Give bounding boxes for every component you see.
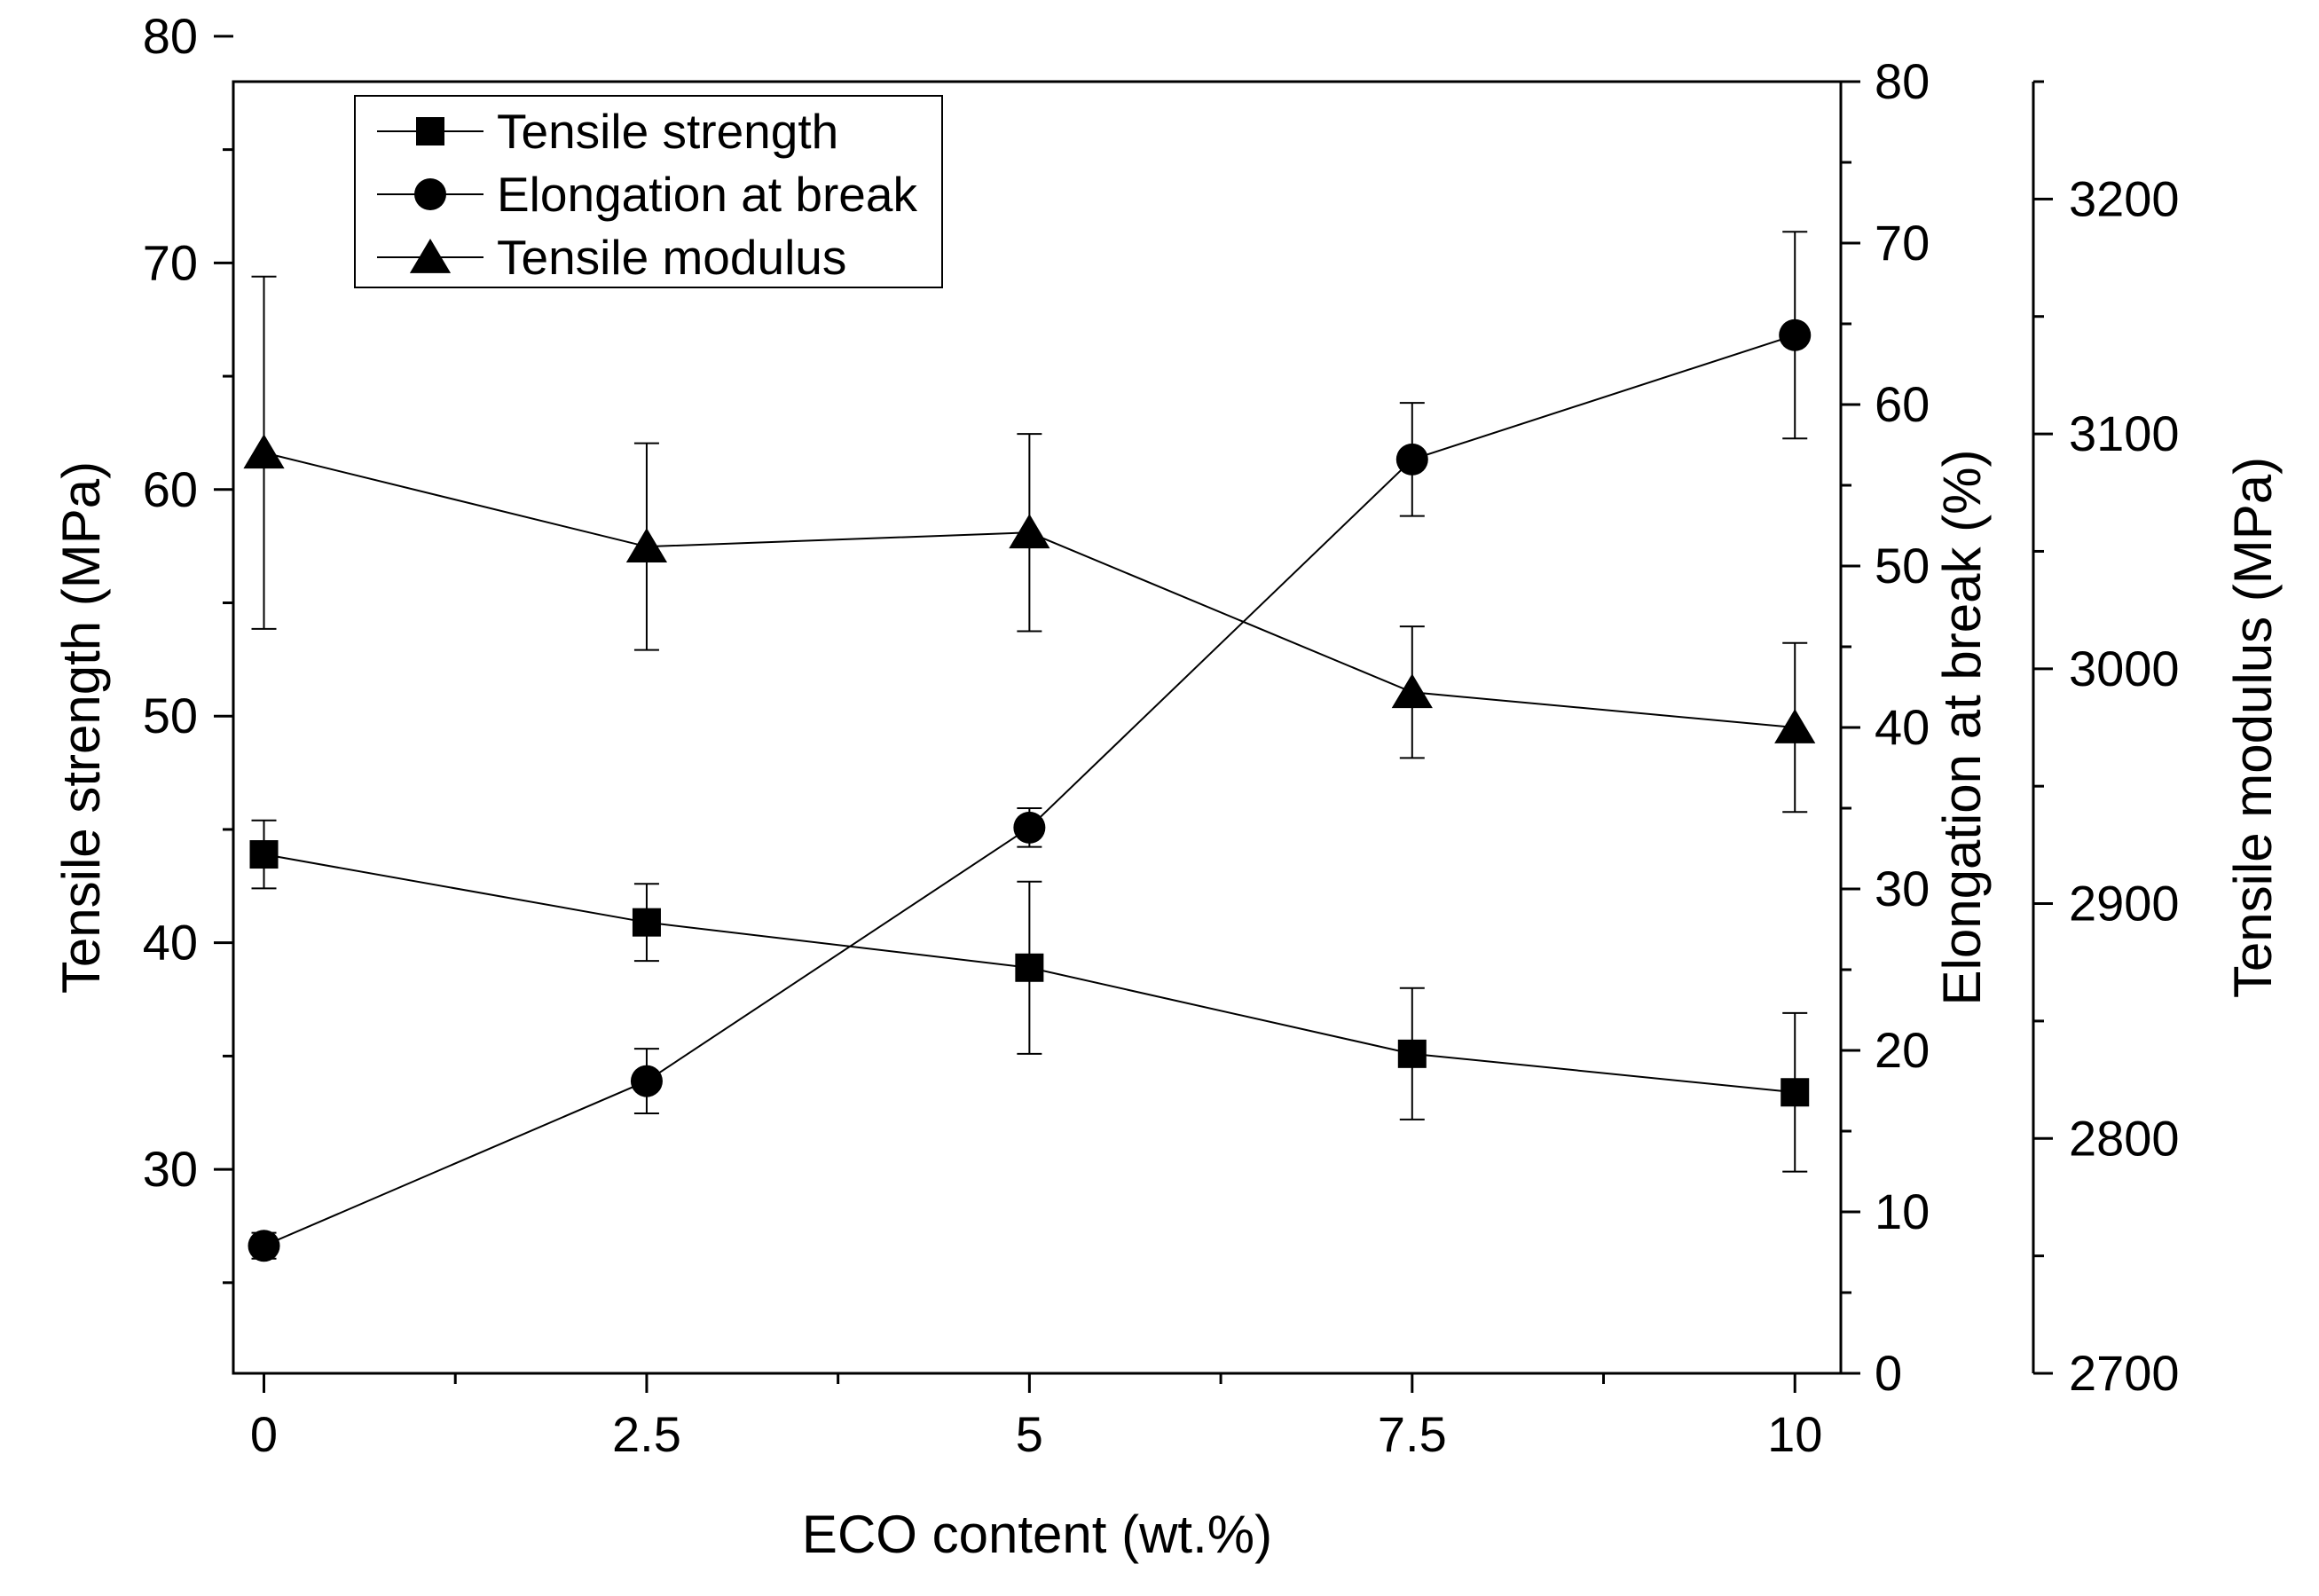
x-tick-label: 7.5 — [1378, 1406, 1447, 1462]
x-tick-label: 0 — [250, 1406, 278, 1462]
right2-tick-label: 2900 — [2069, 876, 2180, 932]
tensile-strength-point — [249, 840, 279, 869]
elongation-at-break-point — [248, 1230, 280, 1262]
right1-tick-label: 70 — [1875, 215, 1930, 271]
tensile-modulus-point — [243, 434, 285, 469]
elongation-at-break-point — [1013, 811, 1046, 844]
right2-tick-label: 2800 — [2069, 1110, 2180, 1166]
tensile-modulus-point — [1009, 514, 1050, 549]
tensile-strength-point — [1015, 953, 1044, 982]
legend-marker-elongation-at-break — [414, 178, 446, 210]
left-tick-label: 70 — [143, 234, 198, 290]
left-tick-label: 40 — [143, 915, 198, 971]
legend-label-tensile-modulus: Tensile modulus — [497, 230, 846, 285]
right1-tick-label: 10 — [1875, 1183, 1930, 1239]
tensile-modulus-point — [625, 528, 668, 563]
axes: 0 2.5 5 7.5 10 30 40 50 60 70 80 0 10 20 30 40 50 60 70 80 2… — [143, 8, 2180, 1462]
tensile-modulus-point — [1774, 709, 1816, 743]
x-tick-label: 2.5 — [612, 1406, 681, 1462]
right2-tick-label: 3000 — [2069, 641, 2180, 696]
right1-axis-title: Elongation at break (%) — [1932, 449, 1992, 1005]
legend-label-tensile-strength: Tensile strength — [497, 104, 838, 159]
right1-tick-label: 30 — [1875, 861, 1930, 916]
tensile-strength-point — [1781, 1078, 1810, 1107]
right2-tick-label: 3100 — [2069, 405, 2180, 461]
x-tick-label: 5 — [1016, 1406, 1043, 1462]
left-tick-label: 80 — [143, 8, 198, 64]
left-tick-label: 30 — [143, 1141, 198, 1197]
series-markers — [243, 318, 1816, 1262]
axis-titles: ECO content (wt.%) Tensile strength (MPa)… — [51, 449, 2283, 1564]
legend: Tensile strength Elongation at break Tensi… — [354, 95, 943, 288]
tensile-modulus-point — [1391, 673, 1433, 709]
right1-tick-label: 40 — [1875, 699, 1930, 755]
right1-tick-label: 0 — [1875, 1345, 1902, 1401]
elongation-at-break-point — [1779, 318, 1812, 351]
right2-tick-label: 3200 — [2069, 170, 2180, 226]
legend-label-elongation-at-break: Elongation at break — [497, 167, 917, 222]
error-bars — [251, 231, 1808, 1260]
legend-box — [354, 95, 943, 288]
left-tick-label: 50 — [143, 688, 198, 743]
right2-axis-title: Tensile modulus (MPa) — [2223, 457, 2283, 998]
right1-tick-label: 50 — [1875, 538, 1930, 594]
right1-tick-label: 60 — [1875, 376, 1930, 432]
legend-marker-tensile-strength — [416, 117, 444, 145]
tensile-strength-point — [1397, 1039, 1427, 1068]
elongation-at-break-point — [630, 1065, 663, 1097]
left-tick-label: 60 — [143, 461, 198, 517]
tensile-strength-point — [632, 908, 661, 937]
elongation-at-break-point — [1395, 443, 1428, 476]
left-axis-title: Tensile strength (MPa) — [51, 461, 111, 994]
x-axis-title: ECO content (wt.%) — [802, 1505, 1272, 1564]
right1-tick-label: 20 — [1875, 1022, 1930, 1078]
legend-marker-tensile-modulus — [409, 239, 452, 273]
x-tick-label: 10 — [1767, 1406, 1822, 1462]
right2-tick-label: 2700 — [2069, 1345, 2180, 1401]
right1-tick-label: 80 — [1875, 53, 1930, 109]
